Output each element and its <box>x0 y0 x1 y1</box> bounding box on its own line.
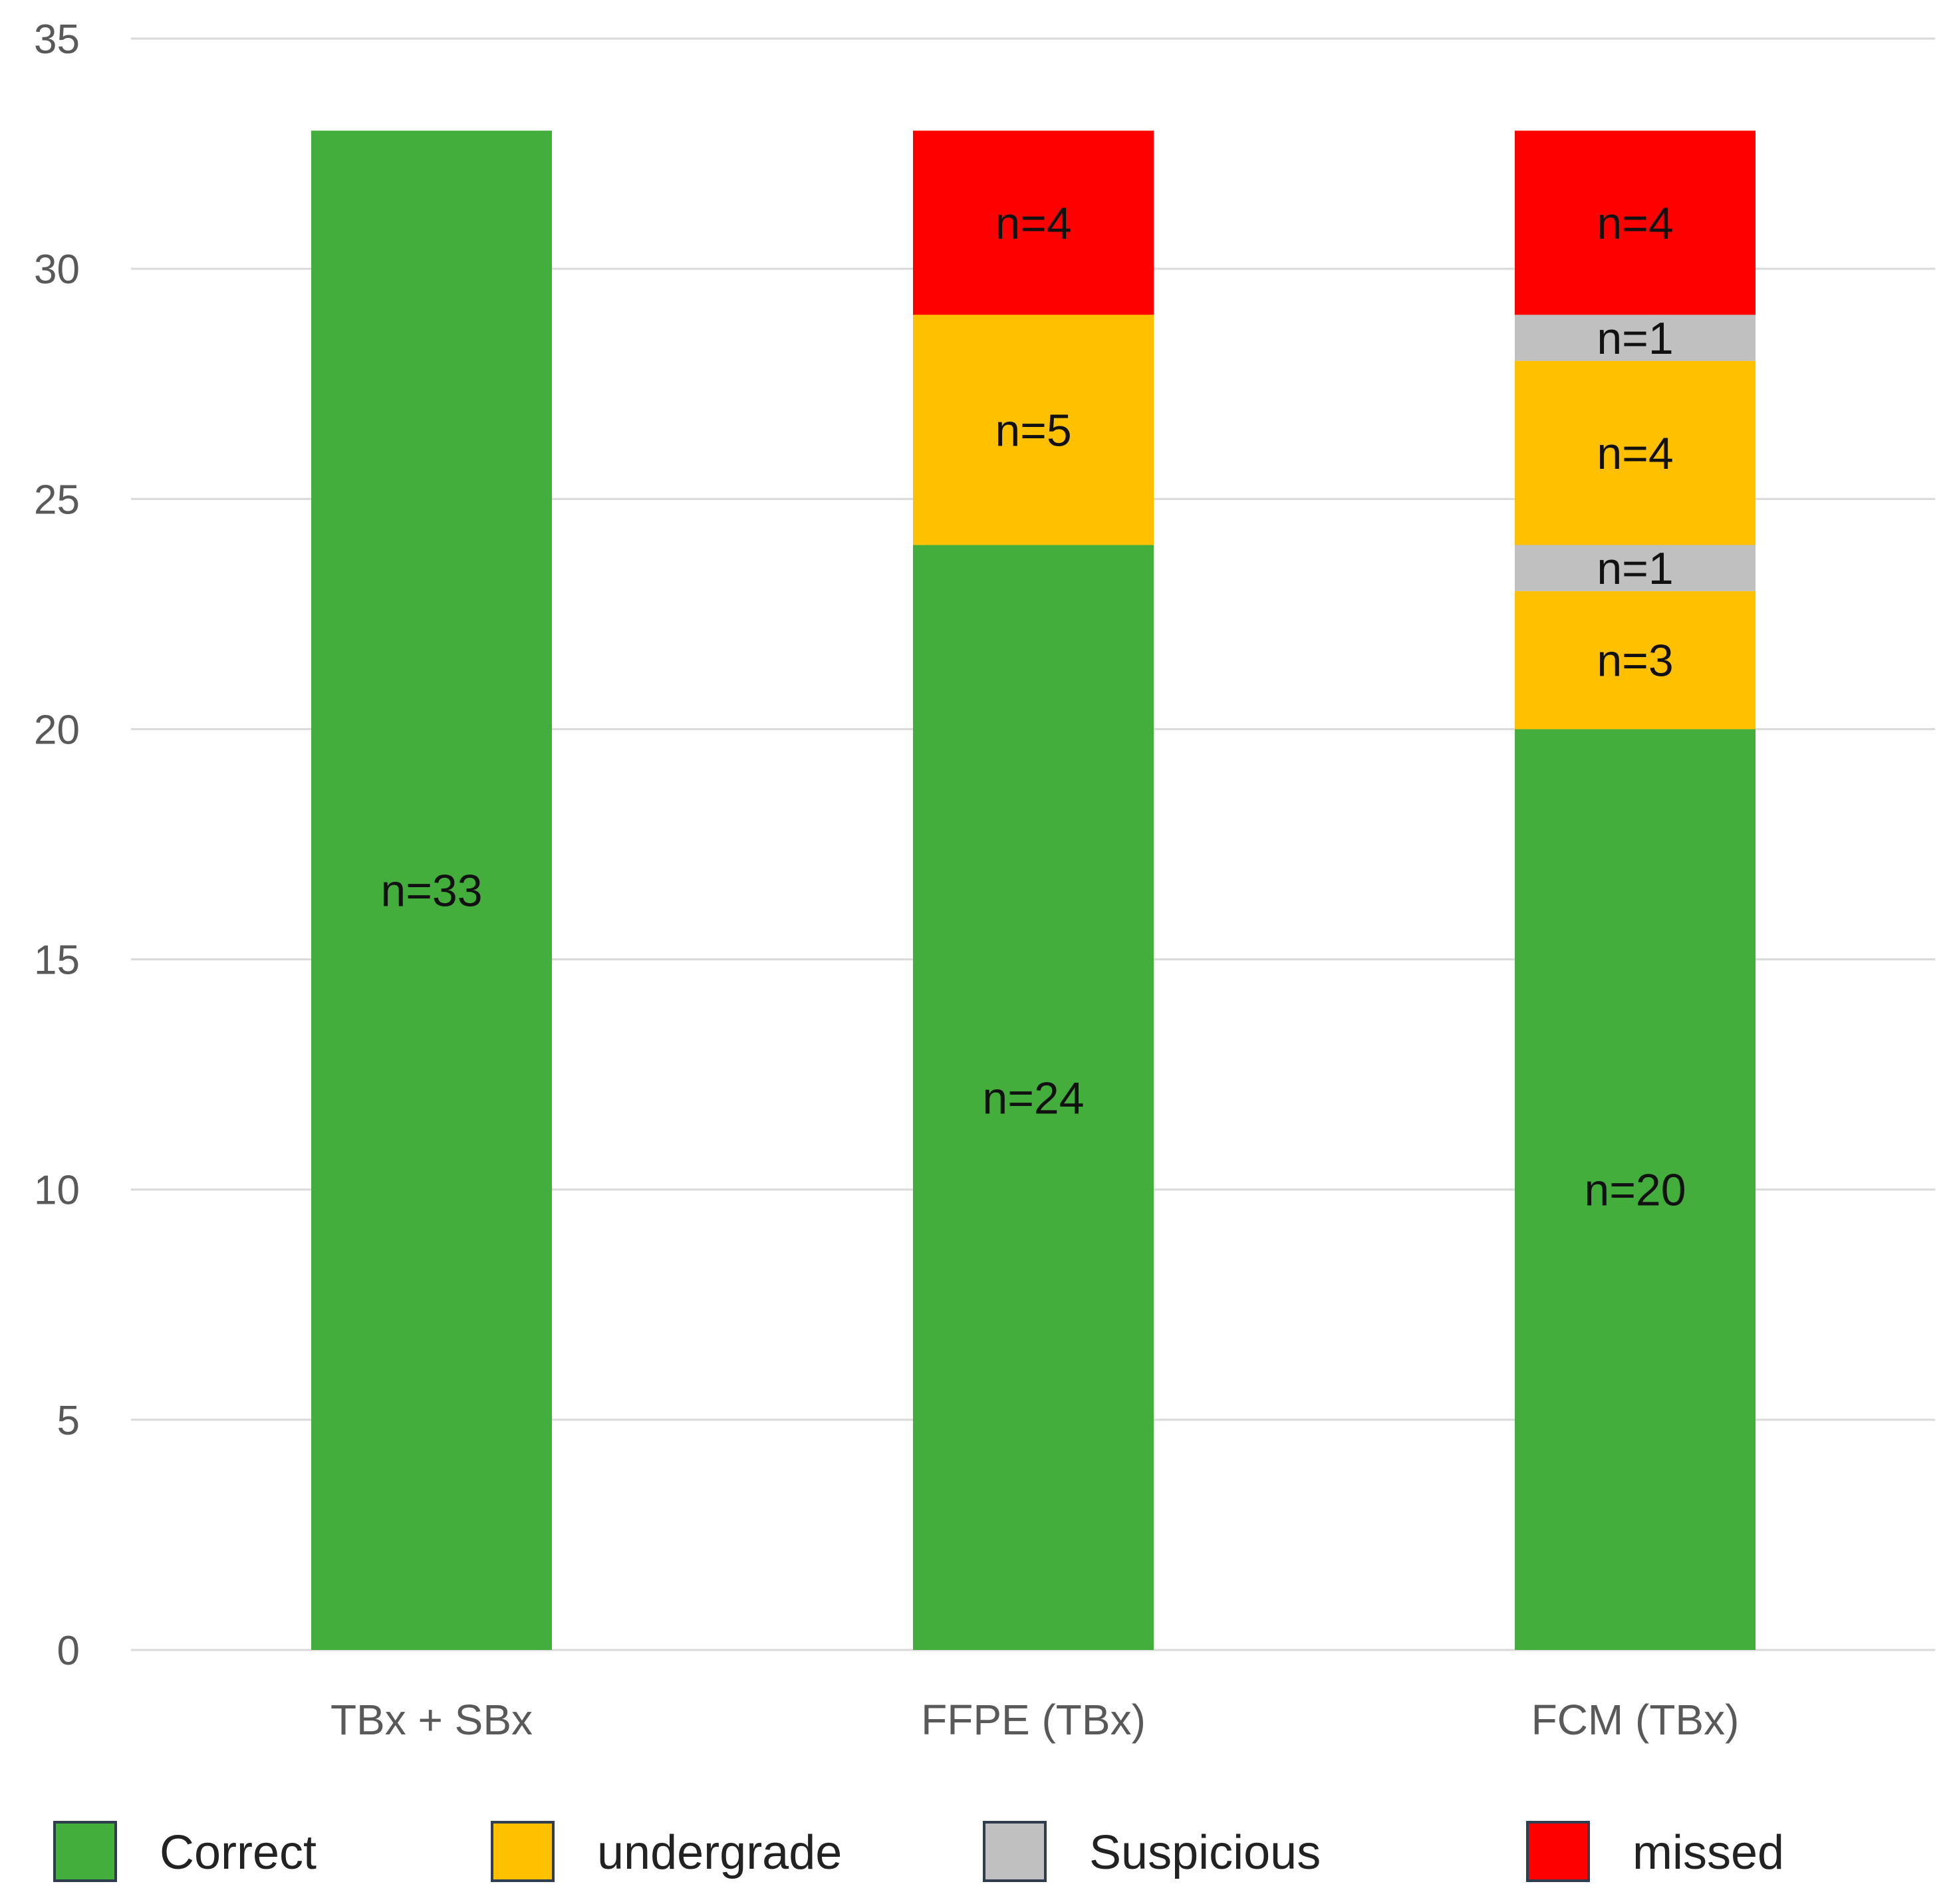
legend-swatch-missed <box>1526 1821 1590 1882</box>
data-label: n=5 <box>995 405 1071 456</box>
data-label: n=3 <box>1597 636 1673 686</box>
legend-label-suspicious: Suspicious <box>1089 1826 1321 1879</box>
y-tick-label: 0 <box>57 1628 80 1674</box>
bar-segment-correct <box>913 545 1154 1650</box>
y-tick-label: 5 <box>57 1398 80 1444</box>
bar-segment-undergrade <box>1515 591 1756 730</box>
bar-segment-missed <box>913 130 1154 315</box>
data-label: n=24 <box>982 1073 1084 1123</box>
legend: Correct undergrade Suspicious missed <box>53 1821 1784 1882</box>
y-axis-tick-labels: 0 5 10 15 20 25 30 35 <box>34 17 80 1674</box>
bar-segment-suspicious <box>1515 315 1756 361</box>
y-tick-label: 15 <box>34 938 80 984</box>
data-label: n=33 <box>380 866 482 916</box>
legend-label-correct: Correct <box>160 1826 317 1879</box>
bar-segment-correct <box>1515 729 1756 1650</box>
x-category-label: FCM (TBx) <box>1531 1696 1740 1744</box>
data-label: n=4 <box>1597 198 1673 249</box>
data-label: n=1 <box>1597 313 1673 364</box>
legend-label-missed: missed <box>1632 1826 1784 1879</box>
data-label: n=4 <box>995 198 1071 249</box>
data-label: n=1 <box>1597 543 1673 594</box>
bar-segment-undergrade <box>913 315 1154 545</box>
bars <box>311 130 1756 1651</box>
y-tick-label: 10 <box>34 1168 80 1214</box>
legend-swatch-undergrade <box>491 1821 555 1882</box>
x-axis-category-labels: TBx + SBx FFPE (TBx) FCM (TBx) <box>330 1696 1739 1744</box>
bar-segment-suspicious <box>1515 545 1756 591</box>
legend-label-undergrade: undergrade <box>597 1826 842 1879</box>
x-category-label: TBx + SBx <box>330 1696 533 1744</box>
y-tick-label: 20 <box>34 707 80 753</box>
bar-segment-undergrade <box>1515 360 1756 545</box>
data-label: n=20 <box>1584 1165 1686 1216</box>
data-label: n=4 <box>1597 428 1673 479</box>
bar-segment-missed <box>1515 130 1756 315</box>
bar-segment-correct <box>311 130 552 1651</box>
legend-swatch-suspicious <box>983 1821 1047 1882</box>
legend-swatch-correct <box>53 1821 117 1882</box>
x-category-label: FFPE (TBx) <box>921 1696 1146 1744</box>
data-labels: n=33 n=24 n=5 n=4 n=20 n=3 n=1 n=4 n=1 n=4 <box>380 198 1686 1216</box>
y-tick-label: 35 <box>34 17 80 63</box>
y-tick-label: 25 <box>34 477 80 523</box>
y-tick-label: 30 <box>34 247 80 293</box>
